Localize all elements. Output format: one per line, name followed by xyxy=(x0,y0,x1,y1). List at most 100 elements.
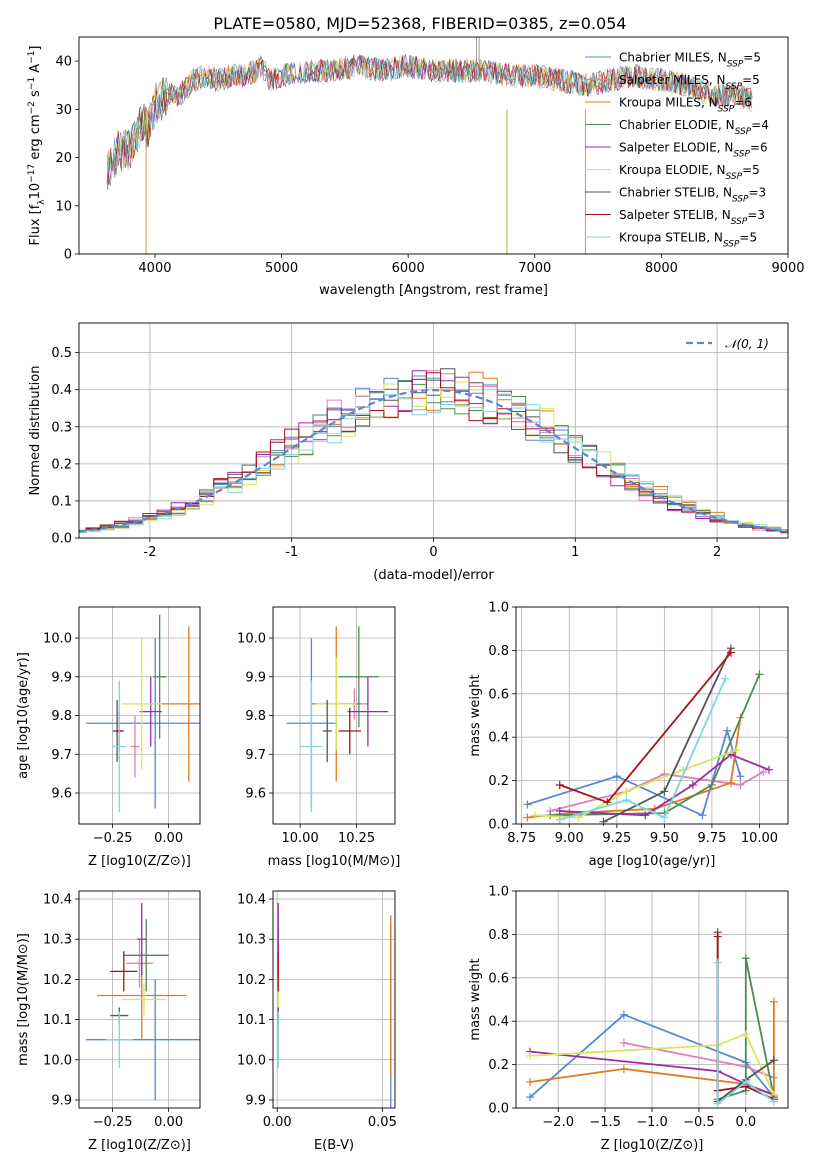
mass-weight-marker xyxy=(612,772,621,781)
y-tick-label: 0.0 xyxy=(488,818,509,833)
spectrum-legend: Chabrier MILES, NSSP=5 Salpeter MILES, NS… xyxy=(585,51,769,250)
y-tick-label: 10.1 xyxy=(43,1013,72,1028)
y-tick-label: 9.9 xyxy=(51,670,72,685)
x-tick-label: 0.05 xyxy=(368,1115,397,1130)
y-tick-label: 10.0 xyxy=(237,1053,266,1068)
x-axis-label: (data-model)/error xyxy=(373,568,494,583)
mass_vs_Z-frame xyxy=(78,890,201,1109)
errorbar-point xyxy=(300,680,323,813)
mass-weight-marker xyxy=(721,674,730,683)
y-tick-label: 10.0 xyxy=(43,632,72,647)
y-tick-label: 10.2 xyxy=(237,973,266,988)
mass-weight-marker xyxy=(555,780,564,789)
x-tick-label: 0.00 xyxy=(263,1115,292,1130)
mass_weight_vs_Z-frame xyxy=(515,890,789,1109)
errorbar-point xyxy=(126,939,153,988)
x-axis-label: Z [log10(Z/Z⊙)] xyxy=(88,1138,191,1153)
x-tick-label: 8.75 xyxy=(507,831,536,846)
mass-weight-marker xyxy=(732,746,741,755)
mass-weight-marker xyxy=(531,811,540,820)
mass-weight-marker xyxy=(619,1064,628,1073)
x-tick-label: 9.75 xyxy=(697,831,726,846)
y-axis-label: mass weight xyxy=(468,958,483,1040)
x-tick-label: 9.00 xyxy=(555,831,584,846)
x-tick-label: 4000 xyxy=(138,261,171,276)
normal-curve xyxy=(78,388,789,533)
mass-weight-line xyxy=(530,1050,775,1096)
errorbar-point xyxy=(139,676,162,747)
x-tick-label: 0 xyxy=(429,545,437,560)
mass-weight-marker xyxy=(619,1038,628,1047)
mass-weight-marker xyxy=(526,1093,535,1102)
x-tick-label: 10.25 xyxy=(338,831,375,846)
mass-weight-line xyxy=(559,678,727,821)
legend-label: 𝒩(0, 1) xyxy=(725,337,769,351)
legend-label: Chabrier STELIB, NSSP=3 xyxy=(619,186,766,205)
y-tick-label: 1.0 xyxy=(488,885,509,900)
errorbar-point xyxy=(112,680,127,813)
mass-weight-marker xyxy=(526,1051,535,1060)
y-tick-label: 0.8 xyxy=(488,644,509,659)
y-tick-label: 20 xyxy=(55,151,72,166)
y-tick-label: 40 xyxy=(55,55,72,70)
mass-weight-marker xyxy=(736,780,745,789)
x-tick-label: 10.00 xyxy=(282,831,319,846)
y-tick-label: 9.7 xyxy=(51,748,72,763)
y-tick-label: 10.4 xyxy=(43,893,72,908)
y-axis-label: age [log10(age/yr)] xyxy=(16,652,31,779)
errorbar-point xyxy=(130,715,140,778)
mass-weight-marker xyxy=(713,932,722,941)
x-tick-label: 5000 xyxy=(265,261,298,276)
x-tick-label: −2.0 xyxy=(542,1115,574,1130)
spectrum-frame xyxy=(78,36,789,255)
mass-weight-marker xyxy=(523,813,532,822)
y-tick-label: 0.3 xyxy=(51,420,72,435)
mass-weight-marker xyxy=(622,787,631,796)
mass-weight-marker xyxy=(707,780,716,789)
x-tick-label: 1 xyxy=(571,545,579,560)
x-tick-label: −0.25 xyxy=(93,1115,133,1130)
legend-label: Kroupa STELIB, NSSP=5 xyxy=(619,231,757,250)
legend-label: Chabrier ELODIE, NSSP=4 xyxy=(619,118,769,137)
mass-weight-marker xyxy=(759,767,768,776)
mass-weight-marker xyxy=(713,958,722,967)
x-axis-label: wavelength [Angstrom, rest frame] xyxy=(319,283,548,298)
y-tick-label: 0.5 xyxy=(51,346,72,361)
x-axis-label: Z [log10(Z/Z⊙)] xyxy=(88,854,191,869)
mass-weight-marker xyxy=(688,780,697,789)
x-axis-label: mass [log10(M/M⊙)] xyxy=(268,854,401,869)
mass-weight-marker xyxy=(555,806,564,815)
mass-weight-line xyxy=(530,1033,775,1096)
x-axis-label: age [log10(age/yr)] xyxy=(589,854,716,869)
errorbar-point xyxy=(85,638,200,809)
mass-weight-marker xyxy=(736,772,745,781)
legend-label: Salpeter ELODIE, NSSP=6 xyxy=(619,141,768,160)
x-tick-label: 9.25 xyxy=(602,831,631,846)
y-tick-label: 10.3 xyxy=(43,933,72,948)
y-tick-label: 9.8 xyxy=(51,709,72,724)
y-tick-label: 0.4 xyxy=(488,1015,509,1030)
x-tick-label: -1 xyxy=(285,545,298,560)
errorbar-point xyxy=(322,700,332,762)
y-tick-label: 30 xyxy=(55,103,72,118)
y-tick-label: 9.7 xyxy=(245,748,266,763)
mass-weight-marker xyxy=(619,1010,628,1019)
mass-weight-marker xyxy=(660,813,669,822)
x-tick-label: 9000 xyxy=(771,261,804,276)
y-tick-label: 0.0 xyxy=(488,1102,509,1117)
errorbar-point xyxy=(121,983,167,1016)
residuals-frame xyxy=(78,322,789,539)
mass-weight-marker xyxy=(726,648,735,657)
y-tick-label: 9.8 xyxy=(245,709,266,724)
y-axis-label: Flux [fλ10−17 erg cm−2 s−1 A−1] xyxy=(27,46,47,246)
mass_vs_ebv-frame xyxy=(272,890,396,1109)
y-tick-label: 9.9 xyxy=(245,670,266,685)
mass-weight-marker xyxy=(641,811,650,820)
mass-weight-marker xyxy=(660,787,669,796)
mass-weight-marker xyxy=(741,1077,750,1086)
errorbar-point xyxy=(123,919,169,992)
mass-weight-marker xyxy=(741,1030,750,1039)
mass-weight-marker xyxy=(755,670,764,679)
mass-weight-marker xyxy=(698,811,707,820)
x-tick-label: 2 xyxy=(713,545,721,560)
